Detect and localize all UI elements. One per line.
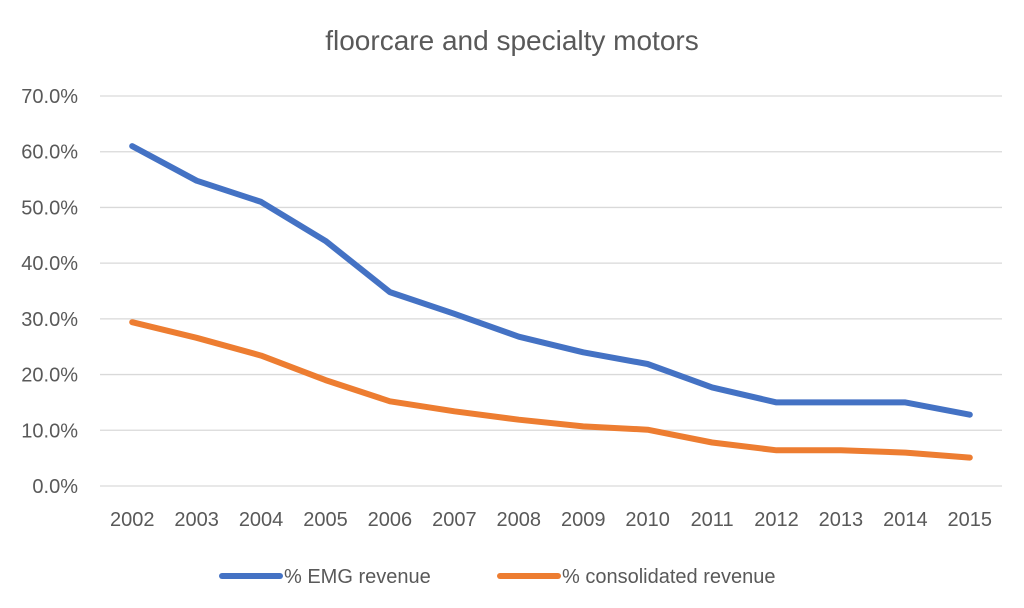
x-tick-label: 2013 (819, 509, 864, 531)
legend-label-1: % EMG revenue (284, 566, 431, 588)
y-tick-label: 20.0% (21, 365, 78, 387)
y-tick-label: 10.0% (21, 420, 78, 442)
gridlines (100, 95, 1002, 487)
x-tick-label: 2004 (239, 509, 284, 531)
y-axis-ticks: 0.0% 10.0% 20.0% 30.0% 40.0% 50.0% 60.0% 70.0% (21, 86, 78, 498)
x-tick-label: 2012 (754, 509, 799, 531)
x-tick-label: 2015 (948, 509, 993, 531)
y-tick-label: 30.0% (21, 309, 78, 331)
y-tick-label: 40.0% (21, 253, 78, 275)
x-tick-label: 2009 (561, 509, 606, 531)
y-tick-label: 60.0% (21, 142, 78, 164)
x-axis-ticks: 2002 2003 2004 2005 2006 2007 2008 2009 2010 2011… (110, 509, 992, 531)
chart-title: floorcare and specialty motors (325, 25, 699, 56)
x-tick-label: 2006 (368, 509, 413, 531)
x-tick-label: 2014 (883, 509, 928, 531)
legend: % EMG revenue % consolidated revenue (219, 566, 775, 588)
x-tick-label: 2010 (625, 509, 670, 531)
y-tick-label: 0.0% (32, 476, 78, 498)
x-tick-label: 2005 (303, 509, 348, 531)
series-line-2 (129, 319, 973, 461)
series-line-1 (129, 143, 973, 418)
x-tick-label: 2003 (174, 509, 219, 531)
legend-label-2: % consolidated revenue (562, 566, 775, 588)
x-tick-label: 2007 (432, 509, 477, 531)
y-tick-label: 50.0% (21, 197, 78, 219)
x-tick-label: 2008 (497, 509, 542, 531)
series-lines (129, 143, 973, 461)
y-tick-label: 70.0% (21, 86, 78, 108)
x-tick-label: 2002 (110, 509, 155, 531)
x-tick-label: 2011 (691, 509, 734, 531)
